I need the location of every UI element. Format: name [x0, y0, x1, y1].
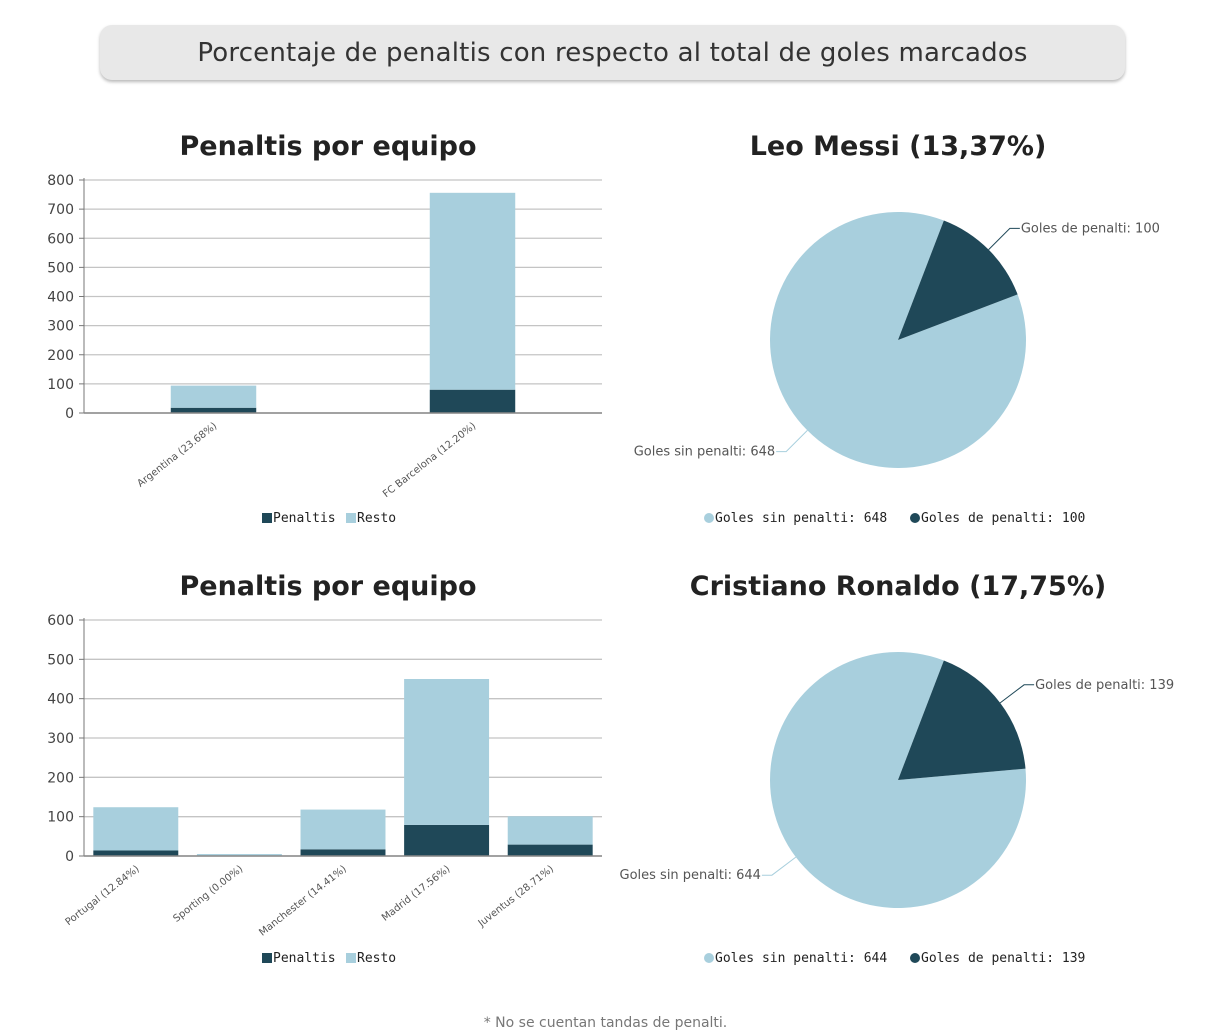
- pie2-legend-swatch-sin-penalti: [704, 953, 714, 963]
- bar1-bar-penaltis-0: [170, 407, 257, 413]
- bar2-y-tick-label: 300: [47, 731, 74, 747]
- pie1-legend-label-de-penalti: Goles de penalti: 100: [921, 511, 1085, 526]
- bar1-y-tick-label: 600: [47, 231, 74, 247]
- bar1-legend-swatch-penaltis: [262, 513, 272, 523]
- pie1-legend-swatch-de-penalti: [910, 513, 920, 523]
- bar1-y-tick-label: 700: [47, 202, 74, 218]
- bar2-legend-swatch-penaltis: [262, 953, 272, 963]
- pie1-slice-goles-de-penalti: [898, 220, 1018, 340]
- bar2-legend: Penaltis Resto: [262, 951, 396, 966]
- pie1-callout-line-sin-penalti: [776, 430, 808, 453]
- bar2-bar-resto-0: [93, 807, 179, 851]
- bar2-bar-penaltis-3: [404, 824, 490, 856]
- bar1-y-tick-label: 400: [47, 290, 74, 306]
- bar2-x-tick-label: Madrid (17.56%): [380, 864, 453, 924]
- bar2-y-tick-label: 200: [47, 770, 74, 786]
- bar1-y-tick-label: 200: [47, 348, 74, 364]
- bar-chart-2-title: Penaltis por equipo: [179, 571, 477, 602]
- bar2-y-tick-label: 0: [65, 849, 74, 865]
- bar1-y-tick-label: 300: [47, 319, 74, 335]
- bar-chart-2: 0 100 200 300 400 500 600 Portugal (12.84%) Spor…: [47, 613, 602, 966]
- bar2-bar-resto-1: [196, 854, 282, 856]
- pie1-legend: Goles sin penalti: 648 Goles de penalti: …: [704, 511, 1085, 526]
- pie1-legend-swatch-sin-penalti: [704, 513, 714, 523]
- bar2-x-tick-label: Juventus (28.71%): [476, 864, 556, 930]
- bar2-y-tick-label: 500: [47, 652, 74, 668]
- bar1-y-tick-label: 100: [47, 377, 74, 393]
- bar1-bar-resto-0: [170, 385, 257, 408]
- pie2-legend-label-sin-penalti: Goles sin penalti: 644: [715, 951, 887, 966]
- bar1-legend: Penaltis Resto: [262, 511, 396, 526]
- bar2-bar-penaltis-2: [300, 849, 386, 856]
- bar2-bar-resto-4: [507, 816, 593, 845]
- pie2-callout-line-sin-penalti: [761, 856, 797, 876]
- pie1-slice-goles-sin-penalti: [770, 211, 1026, 468]
- bar-chart-1: 0 100 200 300 400 500 600 700 800 Argentina (23.6…: [47, 173, 602, 526]
- bar1-x-tick-label: Argentina (23.68%): [135, 421, 219, 490]
- bar2-y-tick-label: 400: [47, 692, 74, 708]
- bar1-bar-penaltis-1: [429, 389, 516, 413]
- pie2-legend: Goles sin penalti: 644 Goles de penalti: …: [704, 951, 1085, 966]
- bar2-x-tick-label: Sporting (0.00%): [171, 864, 245, 925]
- bar1-y-tick-label: 800: [47, 173, 74, 189]
- bar2-bar-penaltis-4: [507, 844, 593, 856]
- bar2-bar-resto-3: [404, 679, 490, 825]
- pie2-callout-line-penalti: [999, 684, 1035, 704]
- pie2-slice-goles-de-penalti: [898, 660, 1026, 780]
- pie1-callout-label-penalti: Goles de penalti: 100: [1021, 221, 1160, 236]
- bar2-legend-label-resto: Resto: [357, 951, 396, 966]
- bar2-x-tick-label: Portugal (12.84%): [64, 864, 142, 928]
- bar1-x-tick-label: FC Barcelona (12.20%): [381, 421, 478, 500]
- bar2-legend-label-penaltis: Penaltis: [273, 951, 336, 966]
- bar2-y-tick-label: 100: [47, 810, 74, 826]
- pie2-legend-swatch-de-penalti: [910, 953, 920, 963]
- page-title: Porcentaje de penaltis con respecto al t…: [197, 37, 1028, 68]
- bar1-y-tick-label: 500: [47, 260, 74, 276]
- pie1-callout-label-sin-penalti: Goles sin penalti: 648: [634, 445, 775, 460]
- pie1-legend-label-sin-penalti: Goles sin penalti: 648: [715, 511, 887, 526]
- bar2-bar-penaltis-0: [93, 850, 179, 856]
- pie1-callout-line-penalti: [988, 227, 1020, 250]
- bar1-legend-swatch-resto: [346, 513, 356, 523]
- bar-chart-1-title: Penaltis por equipo: [179, 131, 477, 162]
- pie-chart-1-title: Leo Messi (13,37%): [749, 131, 1047, 162]
- bar1-bar-resto-1: [429, 192, 516, 390]
- bar2-y-tick-label: 600: [47, 613, 74, 629]
- bar1-y-tick-label: 0: [65, 406, 74, 422]
- bar1-legend-label-penaltis: Penaltis: [273, 511, 336, 526]
- pie2-legend-label-de-penalti: Goles de penalti: 139: [921, 951, 1085, 966]
- pie-chart-2-title: Cristiano Ronaldo (17,75%): [689, 571, 1107, 602]
- page-header: Porcentaje de penaltis con respecto al t…: [100, 25, 1125, 80]
- bar1-legend-label-resto: Resto: [357, 511, 396, 526]
- footnote: * No se cuentan tandas de penalti.: [483, 1015, 728, 1031]
- pie2-callout-label-sin-penalti: Goles sin penalti: 644: [620, 868, 761, 883]
- bar2-legend-swatch-resto: [346, 953, 356, 963]
- bar2-x-tick-label: Manchester (14.41%): [257, 864, 349, 939]
- bar2-bar-resto-2: [300, 809, 386, 850]
- pie2-callout-label-penalti: Goles de penalti: 139: [1035, 678, 1174, 693]
